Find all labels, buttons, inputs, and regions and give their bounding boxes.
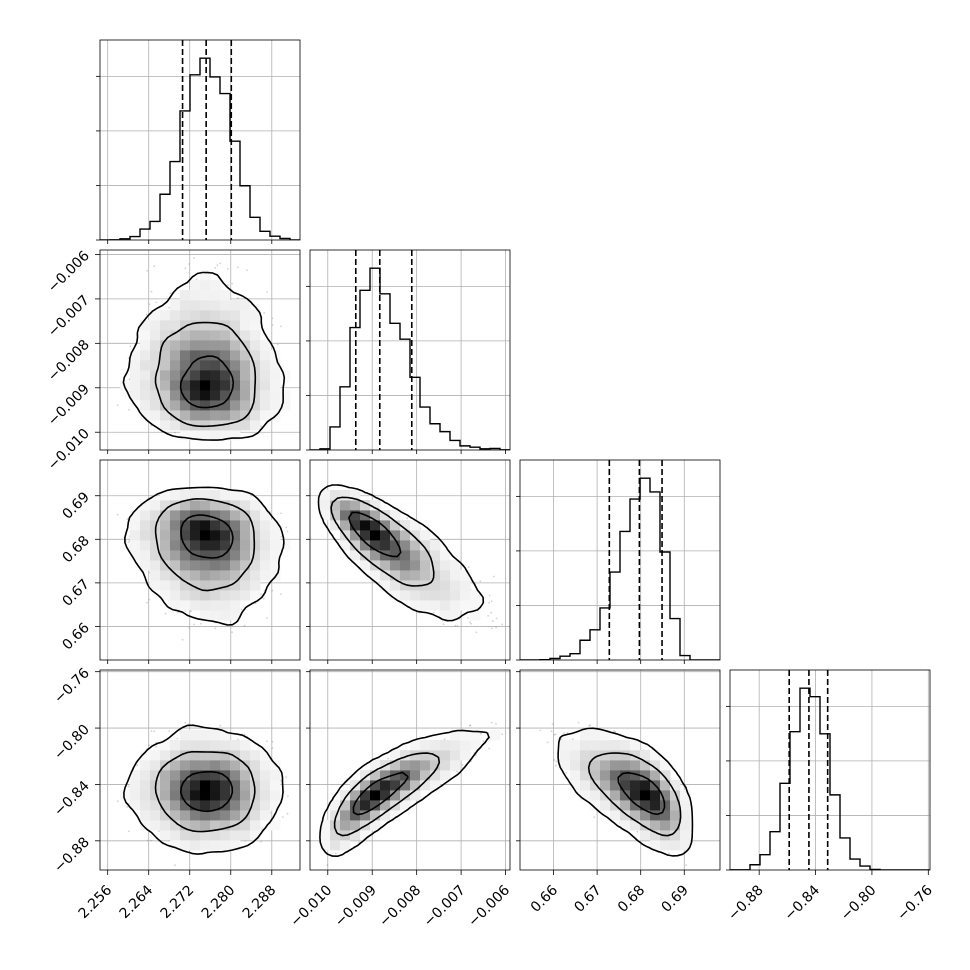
sample-point xyxy=(155,301,158,304)
histogram-panel xyxy=(520,460,720,660)
panels-layer xyxy=(95,39,931,875)
sample-point xyxy=(266,291,268,293)
sample-point xyxy=(236,297,239,300)
sample-point xyxy=(168,306,171,309)
sample-point xyxy=(263,312,266,314)
histogram-panel xyxy=(100,40,300,240)
histogram-step xyxy=(310,267,510,450)
sample-point xyxy=(116,404,119,406)
sample-point xyxy=(271,324,274,326)
panel-frame xyxy=(309,249,511,451)
sample-point xyxy=(231,282,234,285)
panel-frame xyxy=(99,39,301,241)
sample-point xyxy=(146,269,149,272)
sample-point xyxy=(280,325,282,328)
sample-point xyxy=(188,263,191,265)
sample-point xyxy=(150,290,153,293)
sample-point xyxy=(184,267,187,270)
sample-point xyxy=(174,431,176,434)
sample-point xyxy=(276,343,279,346)
scatter-panel xyxy=(100,250,300,450)
histogram-panel xyxy=(310,250,510,450)
sample-point xyxy=(193,257,195,259)
panel-frame xyxy=(729,669,931,871)
sample-point xyxy=(227,284,229,286)
sample-point xyxy=(246,269,249,272)
sample-point xyxy=(129,345,132,348)
sample-point xyxy=(226,267,229,270)
panel-frame xyxy=(519,459,721,661)
sample-point xyxy=(214,267,217,269)
sample-point xyxy=(145,313,148,316)
sample-point xyxy=(148,303,151,305)
histogram-step xyxy=(520,477,720,660)
sample-point xyxy=(237,266,239,269)
sample-point xyxy=(271,317,274,320)
sample-point xyxy=(150,424,153,427)
sample-point xyxy=(153,265,156,268)
sample-point xyxy=(219,262,222,265)
sample-point xyxy=(260,425,262,428)
histogram-step xyxy=(100,57,300,240)
sample-point xyxy=(127,408,130,411)
sample-point xyxy=(127,357,130,360)
